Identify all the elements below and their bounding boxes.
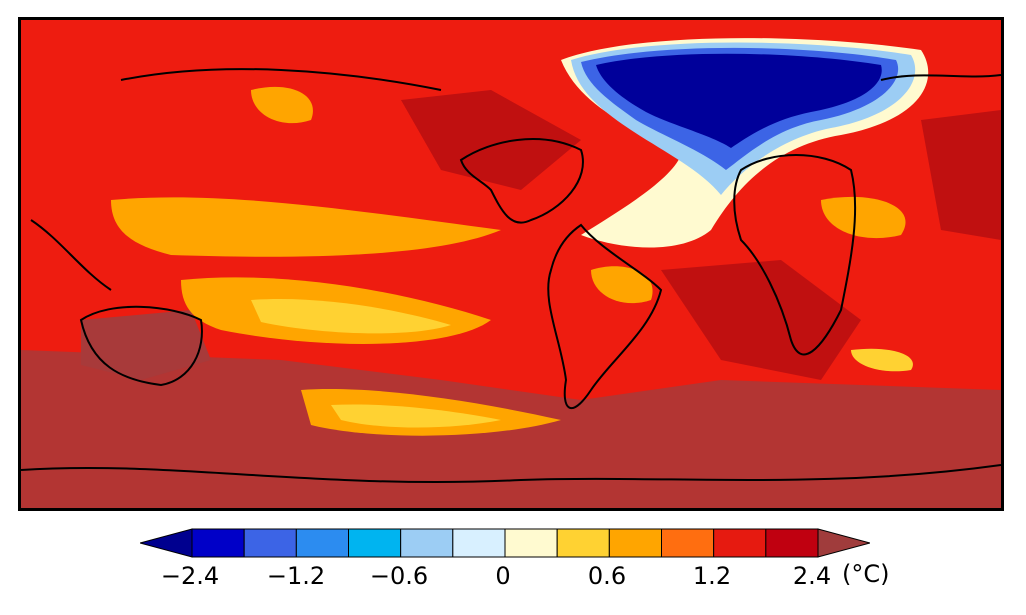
- dark-red-region: [921, 110, 1001, 240]
- colorbar-max-arrow: [817, 528, 870, 558]
- colorbar-swatch: [713, 528, 767, 558]
- colorbar-swatch: [661, 528, 715, 558]
- orange-band: [591, 266, 653, 304]
- dark-red-region: [661, 260, 861, 380]
- temperature-map: [18, 17, 1004, 511]
- cooling-core: [596, 53, 882, 148]
- colorbar-swatch: [348, 528, 402, 558]
- yellow-band: [251, 299, 451, 334]
- colorbar-tick-label: −1.2: [266, 562, 326, 590]
- orange-band: [111, 197, 501, 257]
- orange-band: [851, 348, 913, 372]
- colorbar-swatch: [295, 528, 349, 558]
- colorbar-min-arrow: [140, 528, 193, 558]
- colorbar-tick-label: 1.2: [692, 562, 732, 590]
- colorbar-tick-label: 2.4: [792, 562, 832, 590]
- colorbar-swatch: [504, 528, 558, 558]
- colorbar-swatch: [765, 528, 819, 558]
- colorbar-tick-label: −0.6: [369, 562, 429, 590]
- colorbar-swatch: [608, 528, 663, 558]
- coastlines: [21, 68, 1001, 484]
- colorbar-swatch: [243, 528, 297, 558]
- map-field: [21, 20, 1001, 508]
- colorbar: [140, 528, 870, 558]
- dark-red-region: [401, 90, 581, 190]
- orange-band: [821, 196, 906, 239]
- yellow-band: [331, 404, 501, 428]
- colorbar-swatch: [452, 528, 506, 558]
- colorbar-swatch: [191, 528, 245, 558]
- orange-band: [251, 86, 313, 124]
- colorbar-swatch: [556, 528, 610, 558]
- dark-red-region: [81, 310, 211, 380]
- colorbar-tick-label: 0.6: [587, 562, 627, 590]
- unit-label: (°C): [842, 560, 890, 588]
- colorbar-swatch: [400, 528, 454, 558]
- colorbar-tick-label: −2.4: [160, 562, 220, 590]
- colorbar-tick-label: 0: [495, 562, 511, 590]
